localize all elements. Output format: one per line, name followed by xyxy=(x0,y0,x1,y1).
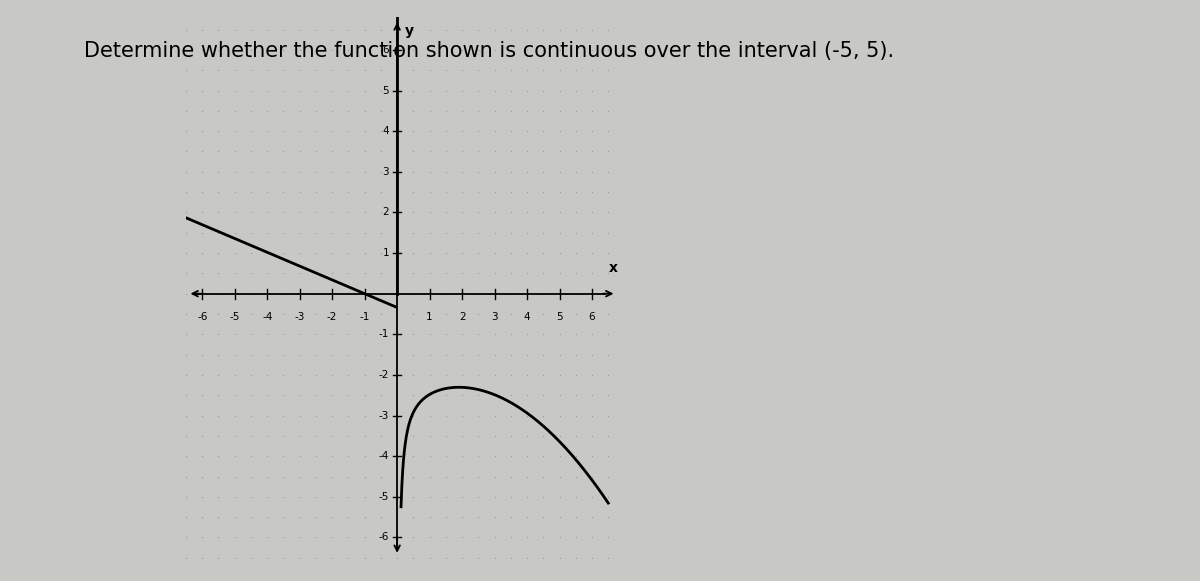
Text: -1: -1 xyxy=(360,312,370,322)
Text: 2: 2 xyxy=(383,207,389,217)
Text: 1: 1 xyxy=(383,248,389,258)
Text: y: y xyxy=(406,23,414,38)
Text: 2: 2 xyxy=(458,312,466,322)
Text: -4: -4 xyxy=(262,312,272,322)
Text: 4: 4 xyxy=(383,126,389,136)
Text: -2: -2 xyxy=(379,370,389,380)
Text: -5: -5 xyxy=(379,492,389,502)
Text: 3: 3 xyxy=(491,312,498,322)
Text: -4: -4 xyxy=(379,451,389,461)
Text: -3: -3 xyxy=(294,312,305,322)
Text: 5: 5 xyxy=(383,85,389,95)
Text: 6: 6 xyxy=(383,45,389,55)
Text: -6: -6 xyxy=(197,312,208,322)
Text: -2: -2 xyxy=(326,312,337,322)
Text: x: x xyxy=(608,261,618,275)
Text: 3: 3 xyxy=(383,167,389,177)
Text: 4: 4 xyxy=(523,312,530,322)
Text: -5: -5 xyxy=(229,312,240,322)
Text: 6: 6 xyxy=(589,312,595,322)
Text: -6: -6 xyxy=(379,532,389,543)
Text: 1: 1 xyxy=(426,312,433,322)
Text: Determine whether the function shown is continuous over the interval (-5, 5).: Determine whether the function shown is … xyxy=(84,41,894,60)
Text: -3: -3 xyxy=(379,411,389,421)
Text: 5: 5 xyxy=(557,312,563,322)
Text: -1: -1 xyxy=(379,329,389,339)
